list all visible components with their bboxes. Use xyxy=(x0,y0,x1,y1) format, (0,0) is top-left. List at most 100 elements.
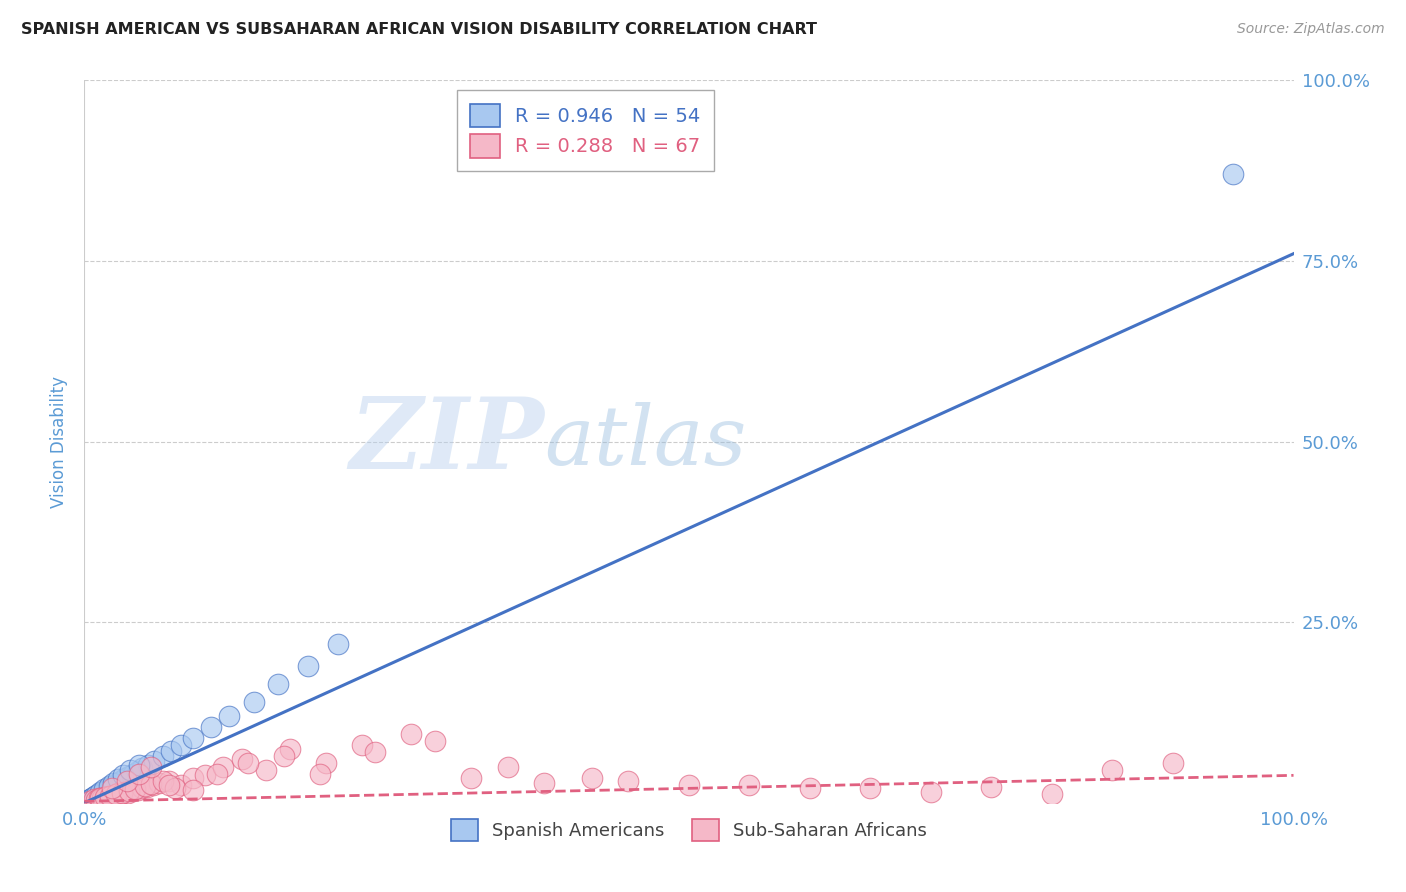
Point xyxy=(200,720,222,734)
Point xyxy=(128,767,150,781)
Legend: Spanish Americans, Sub-Saharan Africans: Spanish Americans, Sub-Saharan Africans xyxy=(443,812,935,848)
Text: atlas: atlas xyxy=(544,401,747,482)
Point xyxy=(112,768,135,782)
Point xyxy=(98,789,121,803)
Point xyxy=(94,790,117,805)
Point xyxy=(920,785,942,799)
Point xyxy=(1101,764,1123,778)
Point xyxy=(160,744,183,758)
Text: Source: ZipAtlas.com: Source: ZipAtlas.com xyxy=(1237,22,1385,37)
Point xyxy=(207,767,229,781)
Point xyxy=(82,790,104,805)
Point xyxy=(86,793,108,807)
Point xyxy=(112,785,135,799)
Point xyxy=(104,778,127,792)
Point xyxy=(120,764,142,778)
Point xyxy=(152,748,174,763)
Point xyxy=(91,790,114,805)
Point xyxy=(89,786,111,800)
Point xyxy=(363,745,385,759)
Point xyxy=(104,787,127,801)
Point xyxy=(194,768,217,782)
Point xyxy=(231,752,253,766)
Point xyxy=(101,781,124,796)
Point xyxy=(138,757,160,772)
Point xyxy=(83,790,105,805)
Point xyxy=(738,778,761,792)
Point xyxy=(139,777,162,791)
Point xyxy=(181,731,204,745)
Point xyxy=(111,773,134,788)
Point xyxy=(139,760,162,774)
Y-axis label: Vision Disability: Vision Disability xyxy=(51,376,69,508)
Point xyxy=(170,738,193,752)
Point xyxy=(181,771,204,785)
Point xyxy=(297,658,319,673)
Point xyxy=(136,780,159,794)
Point xyxy=(148,775,170,789)
Point xyxy=(103,775,125,789)
Point xyxy=(142,778,165,792)
Point xyxy=(236,756,259,770)
Point xyxy=(309,767,332,781)
Point xyxy=(86,788,108,802)
Point xyxy=(105,776,128,790)
Point xyxy=(114,771,136,785)
Point xyxy=(97,779,120,793)
Point xyxy=(267,676,290,690)
Point xyxy=(118,784,141,798)
Point xyxy=(111,786,134,800)
Point xyxy=(273,748,295,763)
Point xyxy=(315,756,337,770)
Point xyxy=(79,794,101,808)
Point xyxy=(100,789,122,804)
Point xyxy=(496,760,519,774)
Point xyxy=(242,695,264,709)
Point xyxy=(218,709,240,723)
Point xyxy=(79,792,101,806)
Point xyxy=(143,754,166,768)
Point xyxy=(799,781,821,796)
Text: ZIP: ZIP xyxy=(349,393,544,490)
Point xyxy=(94,783,117,797)
Point xyxy=(423,734,446,748)
Point xyxy=(980,780,1002,794)
Point xyxy=(97,789,120,803)
Point xyxy=(104,788,127,802)
Point xyxy=(678,778,700,792)
Point xyxy=(94,790,117,805)
Point xyxy=(83,792,105,806)
Point xyxy=(212,760,235,774)
Point xyxy=(127,782,149,797)
Point xyxy=(97,781,120,796)
Point xyxy=(165,781,187,796)
Point xyxy=(117,786,139,800)
Point xyxy=(328,637,350,651)
Point xyxy=(118,769,141,783)
Point xyxy=(108,775,131,789)
Point xyxy=(128,758,150,772)
Point xyxy=(110,787,132,801)
Point xyxy=(93,784,115,798)
Text: SPANISH AMERICAN VS SUBSAHARAN AFRICAN VISION DISABILITY CORRELATION CHART: SPANISH AMERICAN VS SUBSAHARAN AFRICAN V… xyxy=(21,22,817,37)
Point xyxy=(90,786,112,800)
Point xyxy=(1222,167,1244,181)
Point xyxy=(1161,756,1184,770)
Point xyxy=(581,771,603,785)
Point xyxy=(134,779,156,793)
Point xyxy=(533,775,555,789)
Point xyxy=(131,761,153,775)
Point xyxy=(77,794,100,808)
Point xyxy=(94,782,117,797)
Point xyxy=(399,727,422,741)
Point xyxy=(82,790,104,805)
Point xyxy=(101,779,124,793)
Point xyxy=(93,782,115,797)
Point xyxy=(121,783,143,797)
Point xyxy=(127,764,149,778)
Point xyxy=(86,788,108,802)
Point xyxy=(460,771,482,785)
Point xyxy=(278,741,301,756)
Point xyxy=(121,767,143,781)
Point xyxy=(152,774,174,789)
